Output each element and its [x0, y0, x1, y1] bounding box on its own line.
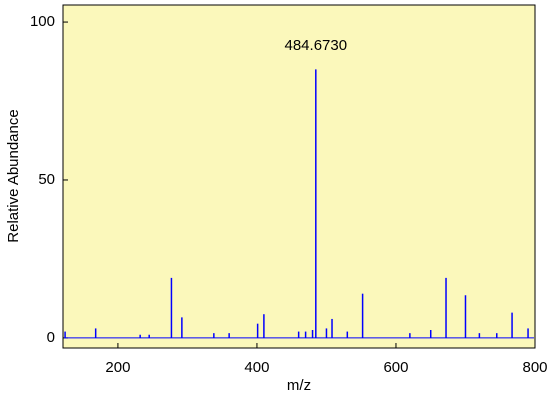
y-tick-label: 0: [47, 329, 55, 346]
x-tick-label: 600: [383, 359, 408, 376]
x-axis-label: m/z: [287, 377, 311, 394]
y-axis-label: Relative Abundance: [5, 109, 22, 242]
plot-area: [62, 4, 536, 349]
peak-annotation: 484.6730: [285, 37, 348, 54]
y-tick-label: 100: [30, 13, 55, 30]
x-tick-label: 200: [105, 359, 130, 376]
y-tick-label: 50: [38, 171, 55, 188]
x-tick-label: 400: [244, 359, 269, 376]
x-tick-label: 800: [522, 359, 547, 376]
